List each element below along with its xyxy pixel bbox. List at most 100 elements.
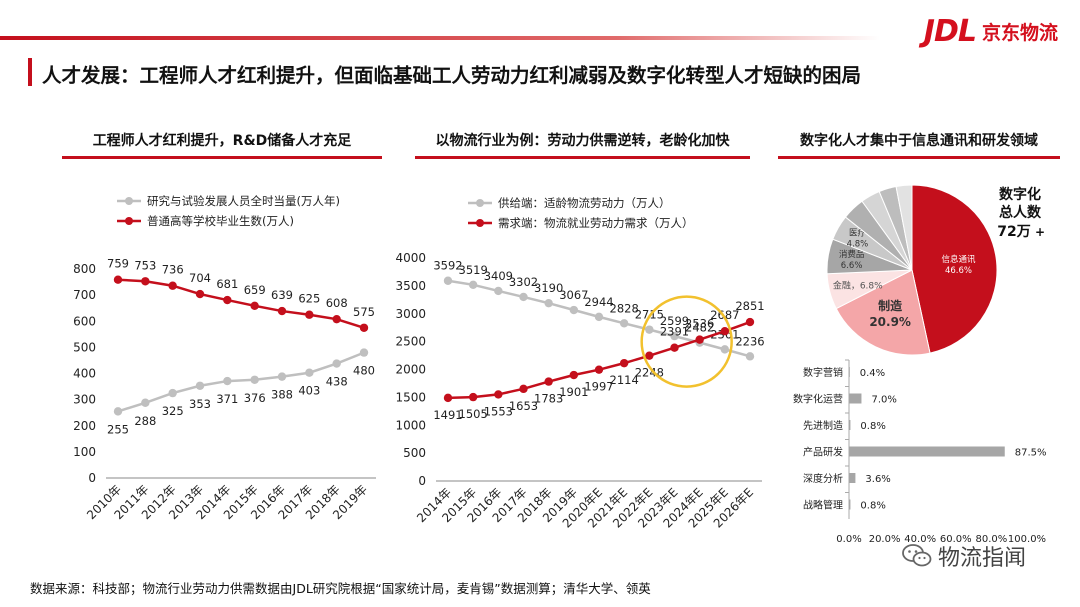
series-1-point <box>619 358 629 368</box>
series-1-point <box>443 393 453 403</box>
legend-swatch-dot <box>125 217 133 225</box>
y-tick-label: 100 <box>73 445 96 459</box>
series-1-point <box>168 281 177 290</box>
mid-panel-title: 以物流行业为例：劳动力供需逆转，老龄化加快 <box>435 133 730 149</box>
pie-value: 6.6% <box>841 261 863 271</box>
y-tick-label: 300 <box>73 393 96 407</box>
data-label: 2391 <box>660 325 689 339</box>
data-label: 639 <box>271 288 293 302</box>
header-accent-bar <box>0 36 880 40</box>
bar <box>849 473 856 483</box>
data-label: 3592 <box>433 259 462 273</box>
data-label: 403 <box>298 384 320 398</box>
y-tick-label: 500 <box>403 446 426 460</box>
series-1-point <box>332 314 341 324</box>
series-0-point <box>277 372 287 381</box>
series-1-point <box>494 390 503 399</box>
series-1-point <box>195 289 205 299</box>
bar-value-label: 0.8% <box>860 501 885 512</box>
data-label: 3190 <box>534 281 563 295</box>
total-value: 72万 <box>997 224 1030 240</box>
series-0-point <box>519 292 528 302</box>
pie-label: 金融，6.8% <box>833 279 883 291</box>
series-0-point <box>223 376 232 386</box>
series-1-point <box>250 301 259 311</box>
series-0-point <box>113 407 123 416</box>
bar-category-label: 数字营销 <box>803 366 843 379</box>
series-0-point <box>645 325 654 334</box>
data-label: 2236 <box>735 334 764 348</box>
bar-x-tick-label: 60.0% <box>940 534 972 545</box>
y-tick-label: 4000 <box>395 251 426 265</box>
series-line-0 <box>117 351 365 413</box>
data-label: 1997 <box>584 380 613 394</box>
left-panel-title: 工程师人才红利提升，R&D储备人才充足 <box>92 133 352 149</box>
legend-swatch-dot <box>476 219 484 227</box>
bar-x-tick-label: 80.0% <box>976 534 1008 545</box>
bar <box>849 367 850 377</box>
data-label: 353 <box>189 397 211 411</box>
bar-x-tick-label: 20.0% <box>869 534 901 545</box>
title-accent <box>28 58 32 86</box>
wechat-icon <box>902 544 932 567</box>
pie-slice-0 <box>911 184 998 354</box>
y-tick-label: 1000 <box>395 418 426 432</box>
series-1-point <box>544 377 553 386</box>
logo-text: 京东物流 <box>981 21 1058 44</box>
series-1-point <box>519 384 528 394</box>
y-tick-label: 400 <box>73 367 96 381</box>
data-label: 3409 <box>484 269 513 283</box>
pie-label: 医疗 <box>849 228 867 239</box>
legend-swatch-dot <box>476 199 484 207</box>
series-0-point <box>594 312 604 322</box>
series-1-point <box>670 343 679 352</box>
pie-slice-1 <box>835 269 931 356</box>
mid-panel-underline <box>415 156 750 159</box>
data-label: 2851 <box>735 299 764 313</box>
series-1-point <box>720 326 730 336</box>
legend-entry: 需求端：物流就业劳动力需求（万人） <box>498 216 694 230</box>
bar-x-tick-label: 0.0% <box>836 534 861 545</box>
series-0-point <box>468 280 478 290</box>
y-tick-label: 200 <box>73 419 96 433</box>
data-label: 2599 <box>660 314 689 328</box>
data-label: 659 <box>244 283 266 297</box>
series-0-point <box>569 305 579 315</box>
total-plus: + <box>1035 225 1045 239</box>
data-label: 288 <box>134 414 156 428</box>
series-0-point <box>250 375 259 384</box>
legend-entry: 普通高等学校毕业生数(万人) <box>147 214 294 228</box>
total-label-line2: 总人数 <box>999 204 1042 221</box>
y-tick-label: 500 <box>73 340 96 354</box>
data-label: 736 <box>162 263 184 277</box>
page-title: 人才发展：工程师人才红利提升，但面临基础工人劳动力红利减弱及数字化转型人才短缺的… <box>42 64 862 87</box>
data-label: 2114 <box>610 373 639 387</box>
y-tick-label: 3000 <box>395 307 426 321</box>
bar-x-tick-label: 100.0% <box>1008 534 1046 545</box>
pie-label: 信息通讯 <box>941 254 976 265</box>
y-tick-label: 3500 <box>395 279 426 293</box>
series-1-point <box>594 365 604 374</box>
bar-value-label: 7.0% <box>871 395 896 406</box>
pie-value: 4.8% <box>847 240 869 250</box>
data-label: 1491 <box>433 408 462 422</box>
bar-value-label: 3.6% <box>865 474 890 485</box>
data-label: 2536 <box>685 317 714 331</box>
data-label: 376 <box>244 391 266 405</box>
bar <box>849 446 1005 457</box>
pie-label: 制造 <box>878 298 903 313</box>
pie-label: 消费品 <box>839 249 865 260</box>
series-0-point <box>195 381 205 390</box>
data-label: 681 <box>216 277 238 291</box>
data-label: 1505 <box>459 407 488 421</box>
bar <box>849 393 862 404</box>
bar-value-label: 87.5% <box>1015 448 1047 459</box>
bar-category-label: 战略管理 <box>803 499 843 512</box>
bar-category-label: 深度分析 <box>803 472 843 485</box>
series-0-point <box>305 368 314 377</box>
data-label: 753 <box>134 258 156 272</box>
data-label: 3302 <box>509 275 538 289</box>
